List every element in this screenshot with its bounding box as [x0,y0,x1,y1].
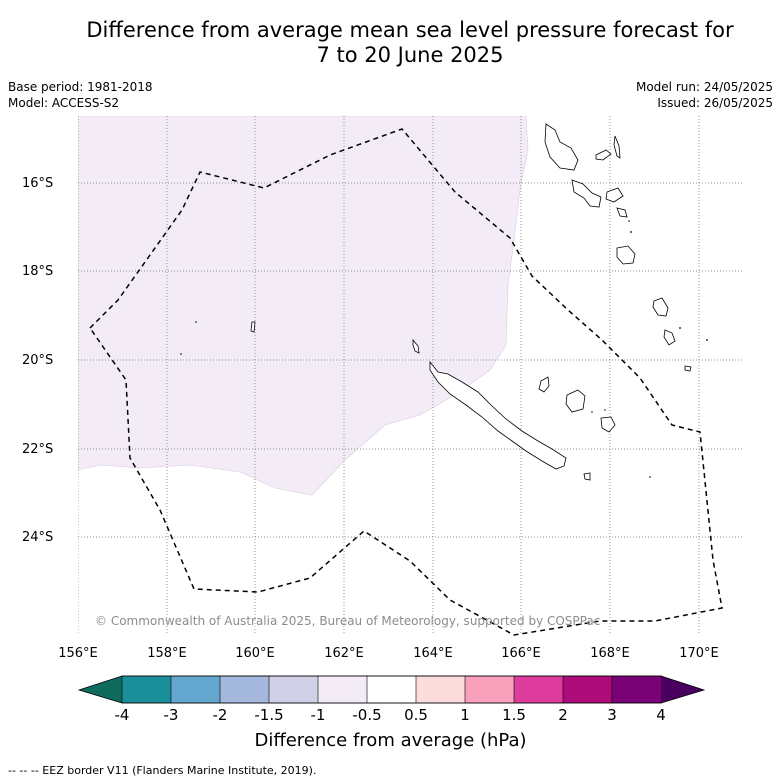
colorbar-tick-label: 1.5 [502,706,526,724]
island-maewo [613,135,621,159]
colorbar-bin [513,675,564,704]
lon-label-158e: 158°E [147,646,187,661]
lat-label-18s: 18°S [22,264,54,279]
meta-left: Base period: 1981-2018 Model: ACCESS-S2 [8,79,153,111]
colorbar-bin [415,675,466,704]
colorbar-extend-high [661,676,704,703]
colorbar-bin [317,675,368,704]
colorbar-tick-label: 2 [558,706,568,724]
colorbar-bin [366,675,417,704]
model-run: Model run: 24/05/2025 [635,80,773,94]
lat-label-20s: 20°S [22,353,54,368]
lon-label-170e: 170°E [679,646,719,661]
island-mare [600,416,616,433]
colorbar-title: Difference from average (hPa) [254,730,527,751]
colorbar-tick-label: 0.5 [404,706,428,724]
copyright-notice: © Commonwealth of Australia 2025, Bureau… [95,614,601,628]
new-caledonia-coast [429,360,567,470]
colorbar-bin [562,675,613,704]
model-name: Model: ACCESS-S2 [8,96,120,110]
island-epi [616,207,628,218]
colorbar-tick-label: -4 [114,706,130,724]
colorbar-bin [121,675,172,704]
island-efate [616,245,636,265]
island-ambae [595,149,612,161]
colorbar-tick-label: -0.5 [352,706,382,724]
eez-border [89,128,723,636]
lat-label-24s: 24°S [22,530,54,545]
coastlines [250,123,692,481]
colorbar-bin [268,675,319,704]
island-erromango [652,297,669,317]
issued-date: Issued: 26/05/2025 [657,96,773,110]
island-aneityum [684,365,692,372]
colorbar-tick-label: 1 [460,706,470,724]
graticule [78,116,743,635]
colorbar-tick-label: -3 [163,706,179,724]
colorbar-bin [219,675,270,704]
colorbar-tick-label: -1 [310,706,326,724]
lon-label-168e: 168°E [590,646,630,661]
title-line-2: 7 to 20 June 2025 [316,43,504,67]
colorbar [77,675,706,704]
colorbar-tick-label: -2 [212,706,228,724]
lat-label-16s: 16°S [22,176,54,191]
island-ouvea [538,376,550,393]
lon-label-156e: 156°E [58,646,98,661]
colorbar-bin [464,675,515,704]
anomaly-shading [78,116,529,496]
colorbar-tick-label: 4 [656,706,666,724]
colorbar-extend-low [79,676,122,703]
colorbar-bin [170,675,221,704]
island-pentecost [605,187,624,203]
map-title: Difference from average mean sea level p… [40,18,780,68]
island-espiritu-santo [544,123,579,171]
island-belep [412,338,420,354]
small-islets [180,220,708,478]
colorbar-bin [611,675,662,704]
meta-right: Model run: 24/05/2025 Issued: 26/05/2025 [636,79,773,111]
lon-label-164e: 164°E [413,646,453,661]
colorbar-tick-label: -1.5 [254,706,284,724]
lon-label-160e: 160°E [235,646,275,661]
island-malekula [571,179,602,208]
island-lifou [565,389,586,413]
title-line-1: Difference from average mean sea level p… [86,18,734,42]
eez-footnote: -- -- -- EEZ border V11 (Flanders Marine… [8,764,317,777]
colorbar-bins [121,675,662,704]
base-period: Base period: 1981-2018 [8,80,153,94]
island-tanna [663,329,676,346]
lat-label-22s: 22°S [22,442,54,457]
island-chesterfield [250,321,256,333]
lon-label-162e: 162°E [324,646,364,661]
lon-label-166e: 166°E [501,646,541,661]
colorbar-tick-label: 3 [607,706,617,724]
colorbar-outline [77,675,706,704]
island-isle-of-pines [583,472,591,481]
